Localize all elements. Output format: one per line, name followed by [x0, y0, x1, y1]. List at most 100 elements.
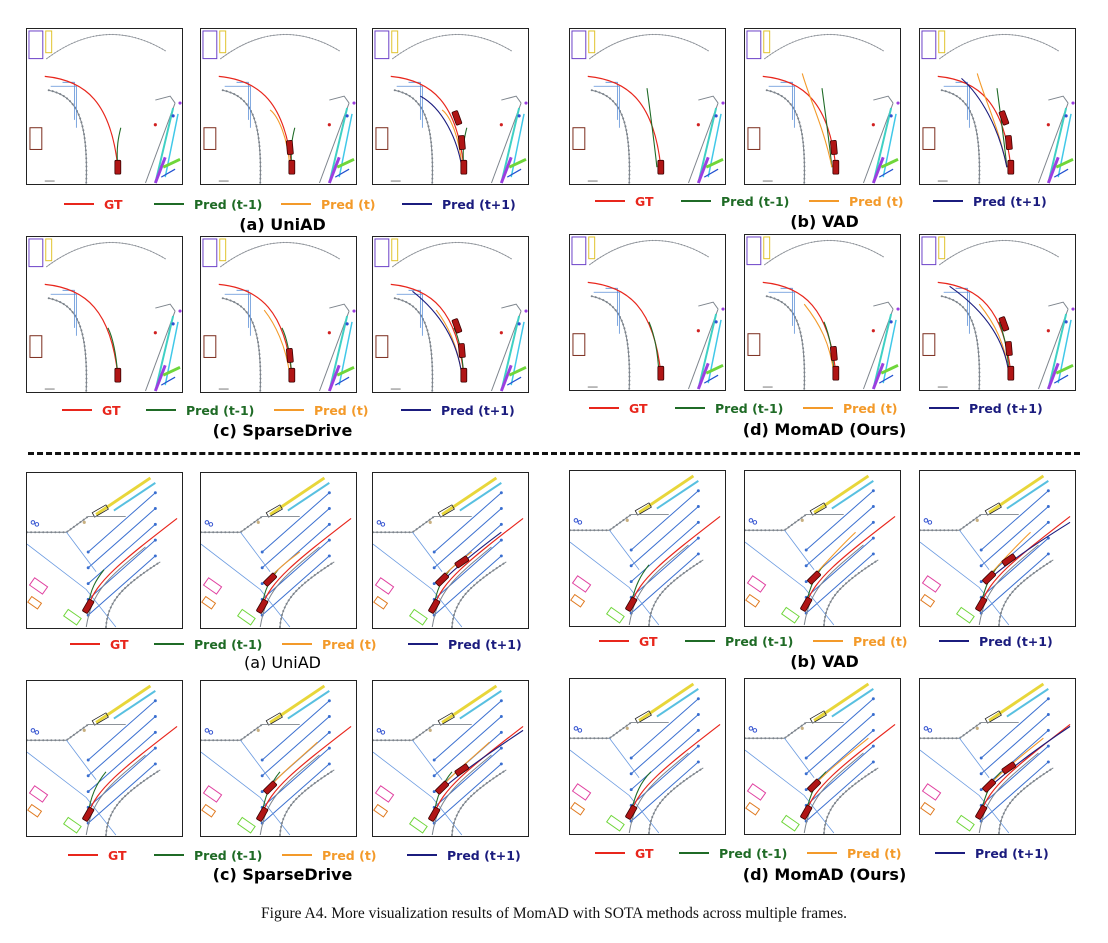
panel-frame-t-1	[26, 472, 183, 629]
legend-pred-t+1: Pred (t+1)	[979, 633, 1053, 649]
scene-divider	[28, 452, 1080, 455]
legend: GT Pred (t-1) Pred (t) Pred (t+1)	[26, 195, 539, 213]
legend-pred-t+1: Pred (t+1)	[442, 196, 516, 212]
legend-pred-t-1: Pred (t-1)	[194, 636, 263, 652]
group-top-vad: GT Pred (t-1) Pred (t) Pred (t+1) (b) VA…	[569, 28, 1080, 238]
panel-frame-t-1	[569, 234, 726, 391]
legend-pred-t+1: Pred (t+1)	[973, 193, 1047, 209]
sub-caption: (b) VAD	[790, 652, 859, 671]
legend-pred-t: Pred (t)	[849, 193, 904, 209]
legend-gt: GT	[635, 193, 654, 209]
scene-map	[28, 30, 182, 184]
panel-frame-t	[200, 236, 357, 393]
legend-pred-t: Pred (t)	[322, 847, 377, 863]
scene-map	[746, 236, 900, 390]
scene-map	[920, 682, 1071, 834]
panel-frame-t-1	[569, 470, 726, 627]
panel-frame-t-1	[26, 236, 183, 393]
sub-caption: (c) SparseDrive	[212, 865, 353, 884]
scene-map	[373, 684, 524, 836]
legend-gt: GT	[639, 633, 658, 649]
sub-caption: (d) MomAD (Ours)	[742, 420, 907, 439]
group-top-uniad: GT Pred (t-1) Pred (t) Pred (t+1) (a) Un…	[26, 28, 539, 238]
scene-map	[201, 684, 352, 836]
legend-pred-t+1: Pred (t+1)	[975, 845, 1049, 861]
sub-caption: (c) SparseDrive	[212, 421, 353, 440]
scene-map	[570, 682, 721, 834]
legend: GT Pred (t-1) Pred (t) Pred (t+1)	[569, 192, 1080, 210]
panel-frame-t+1	[372, 472, 529, 629]
panel-frame-t	[200, 680, 357, 837]
scene-map	[374, 238, 528, 392]
scene-map	[921, 236, 1075, 390]
panel-frame-t	[200, 28, 357, 185]
panel-frame-t	[744, 28, 901, 185]
legend-pred-t-1: Pred (t-1)	[725, 633, 794, 649]
legend-pred-t+1: Pred (t+1)	[969, 400, 1043, 416]
panel-frame-t-1	[26, 28, 183, 185]
panel-frame-t-1	[26, 680, 183, 837]
sub-caption: (d) MomAD (Ours)	[742, 865, 907, 884]
legend-pred-t-1: Pred (t-1)	[721, 193, 790, 209]
legend-pred-t-1: Pred (t-1)	[715, 400, 784, 416]
figure-caption: Figure A4. More visualization results of…	[261, 905, 847, 922]
legend-gt: GT	[108, 847, 127, 863]
legend-pred-t+1: Pred (t+1)	[448, 636, 522, 652]
legend-pred-t: Pred (t)	[321, 196, 376, 212]
panel-frame-t	[744, 470, 901, 627]
scene-map	[745, 682, 896, 834]
legend-pred-t-1: Pred (t-1)	[194, 196, 263, 212]
legend-pred-t: Pred (t)	[847, 845, 902, 861]
panel-frame-t+1	[372, 680, 529, 837]
panel-frame-t	[744, 678, 901, 835]
group-bottom-vad: GT Pred (t-1) Pred (t) Pred (t+1) (b) VA…	[569, 470, 1080, 680]
scene-map	[373, 476, 524, 628]
group-top-momad: GT Pred (t-1) Pred (t) Pred (t+1) (d) Mo…	[569, 234, 1080, 444]
legend-gt: GT	[104, 196, 123, 212]
legend: GT Pred (t-1) Pred (t) Pred (t+1)	[26, 846, 539, 864]
legend-gt: GT	[635, 845, 654, 861]
scene-map	[374, 30, 528, 184]
group-top-sparsedrive: GT Pred (t-1) Pred (t) Pred (t+1) (c) Sp…	[26, 236, 539, 446]
legend-pred-t-1: Pred (t-1)	[186, 402, 255, 418]
panel-frame-t+1	[372, 28, 529, 185]
panel-frame-t-1	[569, 28, 726, 185]
legend-gt: GT	[102, 402, 121, 418]
legend-pred-t+1: Pred (t+1)	[447, 847, 521, 863]
scene-map	[202, 238, 356, 392]
scene-map	[27, 476, 178, 628]
legend-pred-t: Pred (t)	[314, 402, 369, 418]
scene-map	[202, 30, 356, 184]
scene-map	[921, 30, 1075, 184]
scene-map	[745, 474, 896, 626]
legend-pred-t-1: Pred (t-1)	[194, 847, 263, 863]
legend: GT Pred (t-1) Pred (t) Pred (t+1)	[26, 635, 539, 653]
legend: GT Pred (t-1) Pred (t) Pred (t+1)	[569, 844, 1080, 862]
panel-frame-t+1	[919, 678, 1076, 835]
group-bottom-uniad: GT Pred (t-1) Pred (t) Pred (t+1) (a) Un…	[26, 472, 539, 682]
panel-frame-t+1	[919, 470, 1076, 627]
sub-caption: (a) UniAD	[244, 653, 321, 672]
sub-caption: (b) VAD	[790, 212, 859, 231]
legend-pred-t: Pred (t)	[853, 633, 908, 649]
panel-frame-t	[200, 472, 357, 629]
scene-map	[571, 30, 725, 184]
legend-gt: GT	[629, 400, 648, 416]
scene-map	[746, 30, 900, 184]
panel-frame-t+1	[919, 234, 1076, 391]
panel-frame-t-1	[569, 678, 726, 835]
scene-map	[28, 238, 182, 392]
group-bottom-momad: GT Pred (t-1) Pred (t) Pred (t+1) (d) Mo…	[569, 678, 1080, 888]
legend-pred-t: Pred (t)	[322, 636, 377, 652]
group-bottom-sparsedrive: GT Pred (t-1) Pred (t) Pred (t+1) (c) Sp…	[26, 680, 539, 890]
panel-frame-t+1	[372, 236, 529, 393]
legend-pred-t-1: Pred (t-1)	[719, 845, 788, 861]
legend: GT Pred (t-1) Pred (t) Pred (t+1)	[569, 399, 1080, 417]
scene-map	[27, 684, 178, 836]
scene-map	[201, 476, 352, 628]
legend-pred-t+1: Pred (t+1)	[441, 402, 515, 418]
legend-pred-t: Pred (t)	[843, 400, 898, 416]
panel-frame-t+1	[919, 28, 1076, 185]
legend: GT Pred (t-1) Pred (t) Pred (t+1)	[26, 401, 539, 419]
scene-map	[571, 236, 725, 390]
